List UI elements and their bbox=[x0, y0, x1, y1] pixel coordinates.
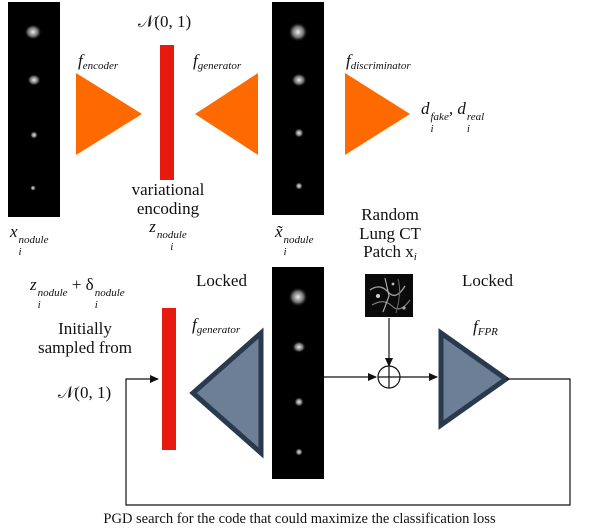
output-d: d bbox=[421, 99, 430, 118]
generator-triangle-top bbox=[195, 73, 258, 155]
pl-delta-sup: nodule bbox=[94, 287, 125, 299]
pl-z-sup: nodule bbox=[37, 287, 68, 299]
pl-z-sub: i bbox=[37, 299, 41, 311]
generator-label-top: fgenerator bbox=[193, 51, 242, 72]
random-line2: Lung CT bbox=[359, 223, 421, 243]
latent-var-label: z nodule i bbox=[115, 217, 221, 254]
input-nodule-label: x nodule i bbox=[10, 222, 49, 258]
lung-ct-patch bbox=[365, 274, 413, 317]
recon-sup: nodule bbox=[283, 234, 314, 246]
encoder-f: f bbox=[78, 51, 83, 70]
generator-sub-top: generator bbox=[197, 60, 242, 72]
random-line3: Patch x bbox=[363, 242, 414, 262]
input-var: x bbox=[10, 222, 18, 241]
reconstructed-nodule-strip bbox=[272, 2, 324, 215]
latent-caption-line1: variational bbox=[131, 180, 205, 199]
generator-f-bottom: f bbox=[192, 315, 197, 334]
locked-generator-triangle bbox=[189, 327, 264, 459]
pl-z: z bbox=[30, 275, 37, 294]
recon-nodule-label: x̃ nodule i bbox=[275, 222, 314, 258]
latent-var: z bbox=[149, 217, 156, 237]
locked-label-left: Locked bbox=[196, 271, 247, 290]
random-line3-wrap: Patch xi bbox=[340, 242, 440, 264]
recon-sub: i bbox=[283, 246, 287, 258]
pl-plus: + δ bbox=[67, 275, 94, 294]
output-sep: , d bbox=[448, 99, 466, 118]
noise-label-bottom: 𝒩(0, 1) bbox=[58, 383, 112, 403]
latent-bar-top bbox=[160, 45, 174, 180]
fpr-sub: FPR bbox=[477, 326, 498, 338]
encoder-triangle bbox=[76, 73, 142, 155]
encoder-sub: encoder bbox=[82, 60, 119, 72]
discriminator-label: fdiscriminator bbox=[346, 51, 411, 72]
initially-line2: sampled from bbox=[38, 337, 132, 357]
output-fake-stack: fake i bbox=[431, 111, 449, 135]
initially-line1: Initially bbox=[58, 319, 112, 338]
noise-text-bottom: 𝒩(0, 1) bbox=[58, 383, 112, 402]
input-stack: nodule i bbox=[19, 234, 49, 258]
pl-z-stack: nodule i bbox=[38, 287, 68, 311]
fpr-f: f bbox=[473, 317, 478, 336]
latent-sup: nodule bbox=[156, 229, 187, 242]
recon-stack: nodule i bbox=[284, 234, 314, 258]
random-sub: i bbox=[413, 251, 417, 264]
locked-fpr-triangle bbox=[438, 328, 511, 430]
output-sup-fake: fake bbox=[430, 111, 449, 123]
sum-node bbox=[377, 365, 401, 389]
input-sub: i bbox=[18, 246, 22, 258]
discriminator-output: d fake i, d real i bbox=[421, 99, 484, 135]
pgd-caption: PGD search for the code that could maxim… bbox=[103, 511, 496, 527]
random-line1: Random bbox=[361, 205, 419, 224]
locked-label-right: Locked bbox=[462, 271, 513, 290]
generator-f-top: f bbox=[193, 51, 198, 70]
discriminator-f: f bbox=[346, 51, 351, 70]
generator-sub-bottom: generator bbox=[196, 324, 241, 336]
latent-bar-bottom bbox=[162, 308, 176, 450]
pl-delta-sub: i bbox=[94, 299, 98, 311]
latent-caption: variational encoding z nodule i bbox=[115, 180, 221, 254]
initially-sampled-label: Initially sampled from bbox=[20, 319, 150, 357]
latent-caption-line2: encoding bbox=[136, 198, 200, 218]
latent-stack: nodule i bbox=[157, 229, 187, 253]
random-patch-label: Random Lung CT Patch xi bbox=[340, 205, 440, 264]
latent-sub: i bbox=[170, 241, 174, 254]
output-sub-1: i bbox=[430, 123, 434, 135]
output-sup-real: real bbox=[466, 111, 485, 123]
input-nodule-strip bbox=[8, 2, 60, 217]
output-real-stack: real i bbox=[467, 111, 484, 135]
pgd-feedback-loop bbox=[125, 375, 571, 506]
discriminator-sub: discriminator bbox=[350, 60, 411, 72]
generator-label-bottom: fgenerator bbox=[192, 315, 241, 336]
perturbed-latent-label: z nodule i + δ nodule i bbox=[30, 275, 125, 311]
recon-var: x̃ bbox=[275, 222, 283, 241]
discriminator-triangle bbox=[345, 73, 410, 155]
noise-label-top: 𝒩(0, 1) bbox=[138, 12, 192, 32]
output-sub-2: i bbox=[466, 123, 470, 135]
encoder-label: fencoder bbox=[78, 51, 119, 72]
input-sup: nodule bbox=[18, 234, 49, 246]
fpr-label: fFPR bbox=[473, 317, 498, 338]
generated-nodule-strip bbox=[272, 267, 324, 479]
pl-delta-stack: nodule i bbox=[95, 287, 125, 311]
noise-text-top: 𝒩(0, 1) bbox=[138, 12, 192, 31]
